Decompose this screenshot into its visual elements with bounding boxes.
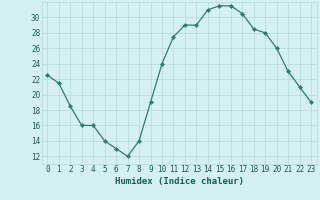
X-axis label: Humidex (Indice chaleur): Humidex (Indice chaleur)	[115, 177, 244, 186]
